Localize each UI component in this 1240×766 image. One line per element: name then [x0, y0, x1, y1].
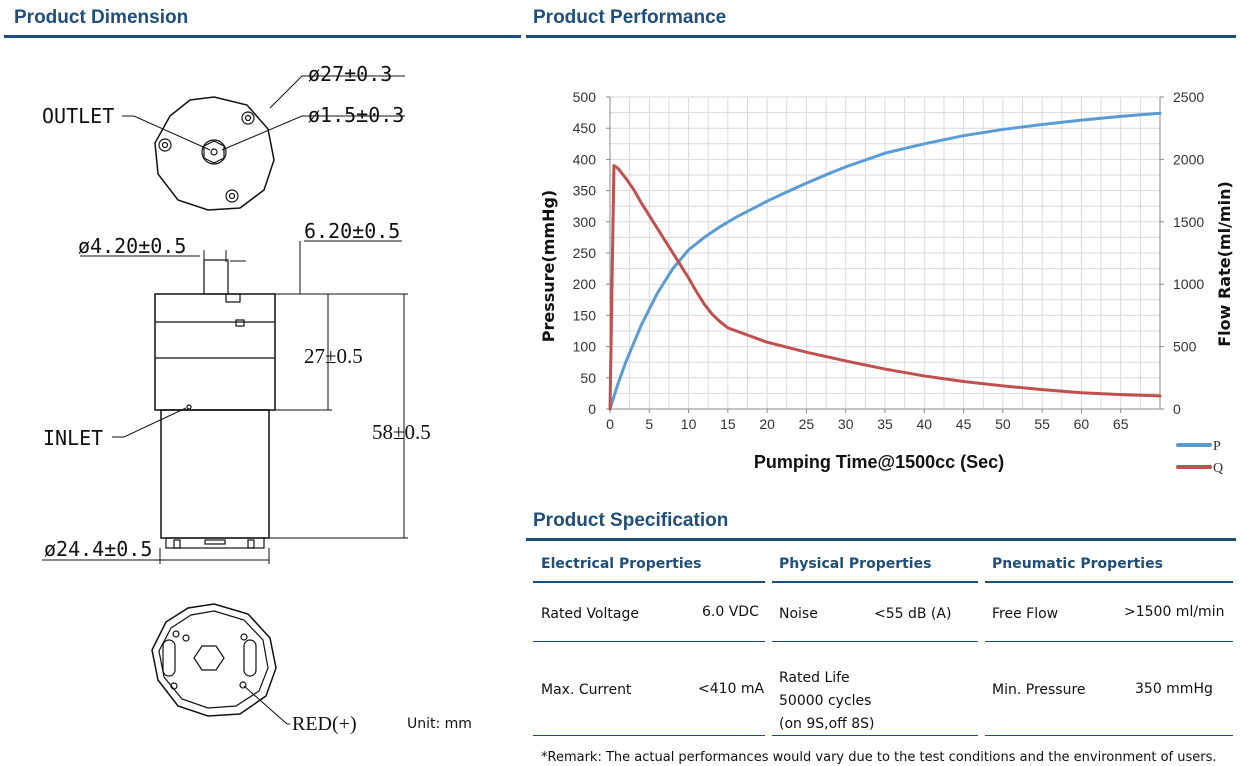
free-flow-value: >1500 ml/min — [1124, 604, 1225, 620]
y-tick-label: 350 — [573, 183, 597, 199]
y2-tick-label: 2000 — [1173, 151, 1204, 167]
x-tick-label: 45 — [956, 416, 972, 432]
min-pressure-value: 350 mmHg — [1135, 681, 1213, 697]
spec-row-rule-4 — [533, 735, 765, 736]
y-axis-label: Pressure(mmHg) — [539, 190, 558, 342]
rated-life-value: 50000 cycles — [779, 693, 872, 709]
x-tick-label: 65 — [1113, 416, 1129, 432]
y2-tick-label: 2500 — [1173, 89, 1204, 105]
series-line-q — [608, 164, 1162, 411]
y-tick-label: 200 — [573, 276, 597, 292]
legend-label-p: P — [1213, 439, 1221, 454]
noise-value: <55 dB (A) — [874, 606, 952, 622]
x-tick-label: 60 — [1074, 416, 1090, 432]
dim-label-outlet: OUTLET — [42, 104, 115, 128]
y2-tick-label: 1500 — [1173, 214, 1204, 230]
x-tick-label: 20 — [759, 416, 775, 432]
dim-label-d420: ø4.20±0.5 — [78, 234, 187, 258]
y-tick-label: 450 — [573, 120, 597, 136]
dimension-drawing — [42, 75, 408, 725]
side-view — [154, 259, 276, 549]
x-tick-label: 25 — [799, 416, 815, 432]
y-tick-label: 50 — [580, 370, 596, 386]
max-current-value: <410 mA — [698, 681, 765, 697]
rated-voltage-value: 6.0 VDC — [702, 604, 759, 620]
dim-label-h58: 58±0.5 — [372, 420, 431, 444]
x-tick-label: 30 — [838, 416, 854, 432]
dim-label-d15: ø1.5±0.3 — [308, 103, 405, 127]
noise-label: Noise — [779, 606, 818, 622]
spec-row-rule-6 — [985, 735, 1233, 736]
spec-row-rule-1 — [533, 641, 765, 642]
top-view — [154, 96, 275, 211]
rated-life-note: (on 9S,off 8S) — [779, 716, 875, 732]
dim-label-d244: ø24.4±0.5 — [44, 537, 153, 561]
legend-label-q: Q — [1213, 461, 1223, 476]
free-flow-label: Free Flow — [992, 606, 1059, 622]
dim-label-d27: ø27±0.3 — [308, 62, 393, 86]
x-tick-label: 15 — [720, 416, 736, 432]
spec-col-rule-1 — [533, 581, 765, 583]
y2-tick-label: 1000 — [1173, 276, 1204, 292]
x-tick-label: 5 — [645, 416, 653, 432]
y-tick-label: 100 — [573, 339, 597, 355]
y-tick-label: 500 — [573, 89, 597, 105]
x-tick-label: 50 — [995, 416, 1011, 432]
x-tick-label: 35 — [877, 416, 893, 432]
spec-row-rule-5 — [772, 735, 978, 736]
series-line-p — [608, 111, 1162, 411]
y-tick-label: 150 — [573, 307, 597, 323]
x-tick-label: 55 — [1034, 416, 1050, 432]
performance-title: Product Performance — [533, 7, 727, 28]
specification-title: Product Specification — [533, 510, 729, 531]
min-pressure-label: Min. Pressure — [992, 682, 1086, 698]
rated-voltage-label: Rated Voltage — [541, 606, 639, 622]
x-tick-label: 40 — [916, 416, 932, 432]
bottom-view — [151, 603, 277, 717]
x-axis-label: Pumping Time@1500cc (Sec) — [754, 452, 1004, 472]
y-tick-label: 400 — [573, 151, 597, 167]
dim-label-red: RED(+) — [292, 713, 357, 735]
remark-text: *Remark: The actual performances would v… — [541, 750, 1217, 765]
spec-col-rule-3 — [985, 581, 1233, 583]
performance-title-rule — [526, 35, 1236, 38]
dim-label-h27: 27±0.5 — [304, 344, 363, 368]
spec-col-pneumatic: Pneumatic Properties — [992, 556, 1163, 572]
max-current-label: Max. Current — [541, 682, 632, 698]
spec-col-electrical: Electrical Properties — [541, 556, 702, 572]
y2-tick-label: 0 — [1173, 401, 1181, 417]
rated-life-label: Rated Life — [779, 670, 850, 686]
dimension-title-rule — [4, 35, 521, 38]
y-tick-label: 250 — [573, 245, 597, 261]
spec-row-rule-2 — [772, 641, 978, 642]
y-tick-label: 300 — [573, 214, 597, 230]
spec-col-physical: Physical Properties — [779, 556, 932, 572]
x-tick-label: 0 — [606, 416, 614, 432]
dim-label-inlet: INLET — [43, 426, 104, 450]
dimension-title: Product Dimension — [14, 7, 189, 28]
x-tick-label: 10 — [681, 416, 697, 432]
unit-label: Unit: mm — [407, 716, 472, 732]
y-tick-label: 0 — [588, 401, 596, 417]
spec-col-rule-2 — [772, 581, 978, 583]
performance-chart: 0 5 10 15 20 25 30 35 40 45 50 55 60 65 0 50 100 150 200 25… — [539, 89, 1234, 476]
y2-tick-label: 500 — [1173, 339, 1197, 355]
y2-axis-label: Flow Rate(ml/min) — [1215, 181, 1234, 347]
dim-label-w620: 6.20±0.5 — [304, 219, 401, 243]
specification-title-rule — [526, 538, 1236, 541]
spec-row-rule-3 — [985, 641, 1233, 642]
